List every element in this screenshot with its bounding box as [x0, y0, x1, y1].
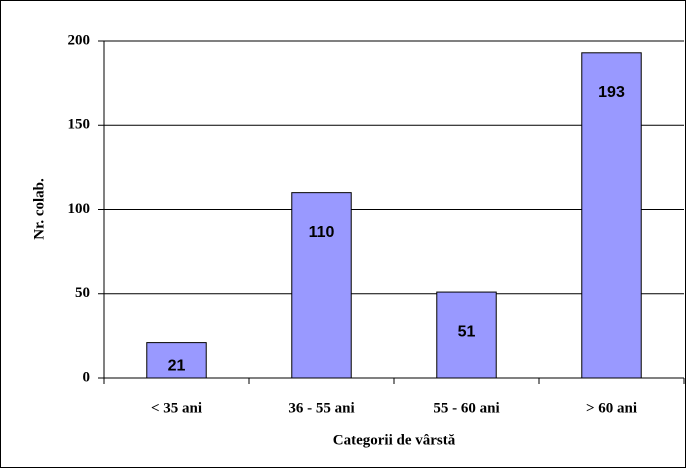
y-tick-label: 50 — [75, 285, 90, 301]
y-tick-label: 150 — [68, 117, 91, 133]
x-tick-label: < 35 ani — [151, 400, 202, 416]
data-label: 110 — [309, 224, 335, 241]
x-tick-label: 55 - 60 ani — [433, 400, 499, 416]
x-axis-title: Categorii de vârstă — [333, 432, 456, 448]
x-tick-label: > 60 ani — [586, 400, 637, 416]
y-axis-title: Nr. colab. — [31, 178, 47, 240]
data-label: 193 — [598, 84, 625, 101]
bar — [146, 342, 207, 379]
bar — [581, 52, 642, 379]
data-label: 51 — [458, 323, 476, 340]
y-tick-label: 200 — [68, 32, 91, 48]
data-label: 21 — [168, 358, 186, 375]
bar — [291, 192, 352, 379]
x-tick-label: 36 - 55 ani — [288, 400, 354, 416]
bar — [436, 291, 497, 379]
y-tick-label: 100 — [68, 201, 91, 217]
y-tick-label: 0 — [83, 369, 91, 385]
